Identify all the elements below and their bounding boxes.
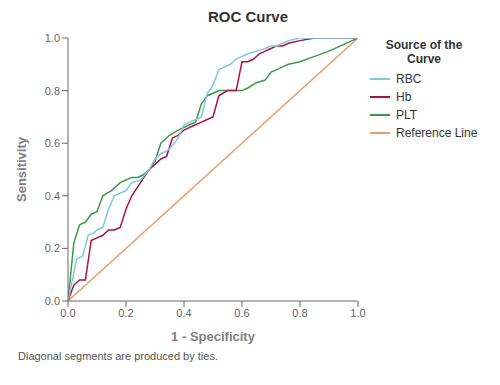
svg-text:0.2: 0.2 [45,242,60,254]
html-text:ROC Curve: ROC Curve [208,8,288,25]
html-text:Diagonal segments are produced: Diagonal segments are produced by ties. [18,350,218,362]
html-text:Reference Line: Reference Line [396,126,478,140]
svg-text:0.4: 0.4 [45,190,60,202]
svg-text:0.0: 0.0 [60,307,75,319]
svg-text:0.8: 0.8 [45,85,60,97]
svg-text:0.4: 0.4 [176,307,191,319]
html-text:Hb: Hb [396,90,412,104]
html-text:RBC: RBC [396,72,422,86]
svg-text:0.6: 0.6 [234,307,249,319]
svg-text:0.8: 0.8 [292,307,307,319]
svg-text:1.0: 1.0 [45,32,60,44]
svg-text:0.2: 0.2 [118,307,133,319]
html-text:Curve: Curve [407,52,441,66]
svg-text:0.0: 0.0 [45,295,60,307]
html-text:Source of the: Source of the [385,38,463,52]
svg-text:Sensitivity: Sensitivity [14,136,29,202]
svg-text:0.6: 0.6 [45,137,60,149]
svg-text:1.0: 1.0 [350,307,365,319]
svg-text:1 - Specificity: 1 - Specificity [171,329,256,344]
html-text:PLT: PLT [396,108,418,122]
